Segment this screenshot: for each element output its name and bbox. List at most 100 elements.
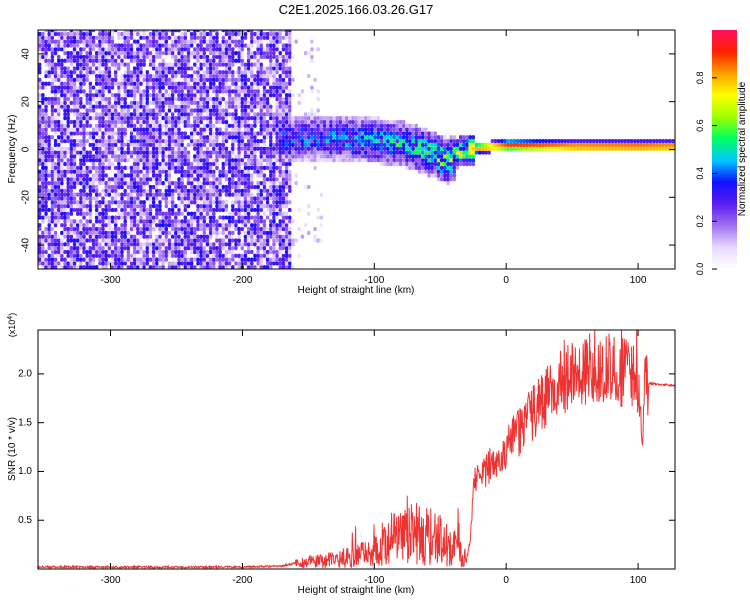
spectrogram-cell [272,81,276,86]
spectrogram-cell [170,135,175,140]
spectrogram-cell [205,127,210,132]
spectrogram-cell [44,112,48,117]
spectrogram-cell [250,73,254,79]
spectrogram-cell [167,249,172,255]
spectrogram-cell [104,119,108,125]
spectrogram-cell [237,138,241,144]
spectrogram-cell [155,35,159,40]
spectrogram-cell [246,47,251,52]
spectrogram-cell [291,116,295,121]
spectrogram-cell [129,154,134,159]
spectrogram-cell [338,127,343,132]
spectrogram-cell [101,89,105,94]
spectrogram-cell [224,234,229,239]
spectrogram-cell [79,62,83,67]
spectrogram-cell [265,261,270,266]
spectrogram-cell [41,85,45,90]
spectrogram-cell [151,89,156,94]
spectrogram-cell [101,73,105,79]
spectrogram-cell [158,200,162,205]
spectrogram-cell [284,200,289,205]
spectrogram-cell [126,230,131,235]
spectrogram-cell [180,108,184,113]
spectrogram-cell [53,47,58,52]
spectrogram-cell [41,158,45,163]
spectrogram-cell [189,165,194,170]
spectrogram-cell [38,112,42,117]
spectrogram-cell [129,238,134,243]
spectrogram-cell [417,169,422,174]
spectrogram-cell [250,85,254,90]
spectrogram-cell [132,89,137,94]
spectrogram-cell [212,150,216,155]
spectrogram-cell [294,127,298,132]
spectrogram-cell [281,89,286,94]
spectrogram-cell [82,215,86,220]
spectrogram-cell [69,43,74,48]
spectrogram-cell [94,234,99,239]
spectrogram-cell [259,127,263,132]
spectrogram-cell [243,77,248,82]
spectrogram-cell [110,219,115,224]
spectrogram-cell [275,223,279,228]
spectrogram-cell [278,135,282,140]
spectrogram-cell [607,146,612,151]
spectrogram-cell [449,135,453,140]
spectrogram-cell [145,211,150,216]
spectrogram-cell [63,249,67,255]
spectrogram-cell [174,165,178,170]
spectrogram-cell [259,226,263,232]
spectrogram-cell [436,142,441,148]
spectrogram-cell [129,192,134,197]
spectrogram-cell [85,138,89,144]
spectrogram-cell [164,161,169,167]
spectrogram-cell [386,127,390,132]
spectrogram-cell [107,177,112,182]
spectrogram-cell [519,146,523,151]
spectrogram-cell [85,96,89,102]
spectrogram-cell [151,31,156,37]
spectrogram-cell [259,47,263,52]
spectrogram-cell [82,200,86,205]
spectrogram-cell [63,215,67,220]
spectrogram-cell [227,62,232,67]
spectrogram-cell [341,150,346,155]
spectrogram-cell [120,77,124,82]
spectrogram-cell [395,138,400,144]
spectrogram-cell [148,215,153,220]
spectrogram-cell [56,108,61,113]
spectrogram-cell [60,177,64,182]
spectrogram-cell [383,131,387,136]
spectrogram-cell [246,51,251,56]
spectrogram-cell [496,138,501,144]
spectrogram-cell [250,31,254,37]
spectrogram-cell [443,150,447,155]
spectrogram-cell [237,54,241,60]
spectrogram-cell [284,119,289,125]
spectrogram-cell [107,184,112,190]
spectrogram-cell [370,135,374,140]
spectrogram-cell [132,30,137,33]
spectrogram-cell [215,127,219,132]
spectrogram-cell [66,66,70,71]
spectrogram-cell [202,223,206,228]
spectrogram-cell [126,173,131,178]
spectrogram-cell [136,219,140,224]
spectrogram-cell [66,119,70,125]
spectrogram-cell [297,135,301,140]
spectrogram-cell [379,123,384,128]
spectrogram-cell [47,192,51,197]
spectrogram-cell [417,150,422,155]
spectrogram-cell [414,127,419,132]
spectrogram-cell [193,116,197,121]
spectrogram-cell [66,261,70,266]
spectrogram-cell [237,184,241,190]
spectrogram-cell [199,253,203,258]
spectrogram-cell [63,223,67,228]
spectrogram-cell [262,242,267,247]
spectrogram-cell [208,265,213,269]
spectrogram-cell [110,104,115,109]
spectrogram-cell [38,242,42,247]
spectrogram-cell [563,146,567,151]
spectrogram-cell [189,184,194,190]
